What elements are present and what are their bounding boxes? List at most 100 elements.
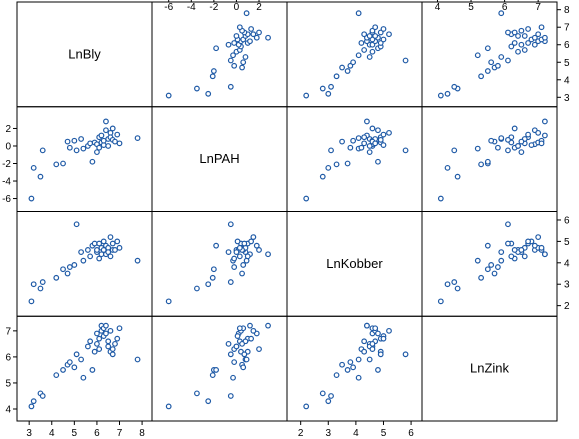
point-lnkobber-vs-lnbly-32 — [112, 247, 118, 253]
point-lnpah-vs-lnbly-23 — [100, 137, 107, 144]
point-lnbly-vs-lnkobber-13 — [361, 47, 368, 53]
x-tick-label-lnkobber-5: 5 — [381, 428, 387, 439]
point-lnzink-vs-lnkobber-30 — [377, 351, 384, 358]
point-lnbly-vs-lnzink-28 — [535, 31, 542, 38]
point-lnkobber-vs-lnbly-6 — [64, 270, 71, 277]
point-lnbly-vs-lnzink-11 — [474, 52, 481, 59]
point-lnkobber-vs-lnpah-3 — [227, 279, 234, 285]
point-lnzink-vs-lnkobber-5 — [344, 367, 351, 373]
panel-lnkobber-vs-lnbly — [16, 211, 153, 317]
point-lnzink-vs-lnbly-9 — [73, 351, 80, 358]
point-lnbly-vs-lnkobber-6 — [339, 64, 345, 71]
point-lnzink-vs-lnbly-27 — [105, 343, 112, 350]
point-lnzink-vs-lnbly-24 — [103, 330, 109, 337]
point-lnbly-vs-lnpah-14 — [213, 45, 220, 52]
point-lnkobber-vs-lnbly-15 — [91, 240, 98, 247]
point-lnzink-vs-lnbly-5 — [60, 367, 66, 373]
point-lnkobber-vs-lnzink-4 — [478, 274, 485, 281]
point-lnpah-vs-lnzink-3 — [451, 147, 458, 154]
variable-label-lnpah: LnPAH — [199, 151, 239, 166]
y-tick-label-lnkobber-2: 2 — [564, 301, 570, 312]
point-lnkobber-vs-lnzink-7 — [494, 264, 501, 270]
point-lnkobber-vs-lnpah-30 — [241, 240, 248, 247]
point-lnbly-vs-lnzink-15 — [508, 43, 515, 50]
point-lnpah-vs-lnbly-14 — [89, 158, 96, 165]
y-tick-label-lnbly-4: 4 — [564, 75, 570, 86]
point-lnzink-vs-lnpah-25 — [265, 322, 271, 329]
y-tick-label-lnzink-7: 7 — [5, 326, 11, 337]
point-lnpah-vs-lnbly-7 — [66, 144, 73, 151]
panel-lnpah-vs-lnbly — [16, 106, 153, 212]
point-lnkobber-vs-lnpah-4 — [209, 274, 216, 281]
panel-lnzink-vs-lnpah — [151, 315, 288, 422]
point-lnpah-vs-lnbly-33 — [114, 131, 121, 138]
point-lnzink-vs-lnbly-10 — [78, 356, 85, 363]
point-lnpah-vs-lnkobber-16 — [366, 149, 373, 156]
x-tick-label-lnpah-0: 0 — [234, 2, 240, 13]
x-tick-label-lnbly-8: 8 — [139, 428, 145, 439]
point-lnzink-vs-lnpah-14 — [213, 367, 220, 373]
point-lnkobber-vs-lnzink-14 — [484, 242, 491, 249]
point-lnbly-vs-lnpah-2 — [194, 85, 200, 92]
point-lnzink-vs-lnbly-7 — [66, 359, 73, 366]
point-lnbly-vs-lnpah-35 — [243, 10, 250, 17]
point-lnkobber-vs-lnpah-35 — [243, 257, 250, 264]
point-lnkobber-vs-lnbly-2 — [37, 285, 44, 292]
x-tick-label-lnkobber-2: 2 — [298, 428, 304, 439]
point-lnzink-vs-lnkobber-10 — [366, 356, 373, 363]
point-lnkobber-vs-lnbly-23 — [100, 247, 107, 253]
point-lnkobber-vs-lnbly-29 — [107, 253, 114, 260]
point-lnpah-vs-lnzink-35 — [498, 135, 505, 141]
point-lnzink-vs-lnkobber-13 — [361, 338, 368, 345]
point-lnzink-vs-lnpah-2 — [194, 390, 200, 397]
point-lnkobber-vs-lnpah-0 — [165, 298, 172, 305]
y-tick-label-lnbly-5: 5 — [564, 58, 570, 69]
variable-label-lnbly: LnBly — [68, 46, 101, 61]
point-lnpah-vs-lnzink-0 — [437, 195, 444, 202]
point-lnpah-vs-lnbly-8 — [71, 137, 78, 144]
point-lnbly-vs-lnkobber-1 — [325, 90, 332, 97]
point-lnbly-vs-lnpah-24 — [253, 34, 260, 41]
y-tick-label-lnzink-5: 5 — [5, 378, 11, 389]
point-lnpah-vs-lnzink-22 — [528, 142, 535, 149]
point-lnpah-vs-lnbly-6 — [64, 138, 71, 145]
point-lnkobber-vs-lnbly-4 — [53, 274, 60, 281]
point-lnbly-vs-lnkobber-3 — [328, 83, 334, 90]
point-lnpah-vs-lnkobber-8 — [350, 137, 357, 144]
point-lnpah-vs-lnkobber-14 — [375, 158, 381, 165]
point-lnkobber-vs-lnpah-1 — [205, 281, 212, 288]
point-lnpah-vs-lnkobber-19 — [358, 144, 365, 151]
point-lnzink-vs-lnbly-26 — [105, 338, 112, 345]
point-lnkobber-vs-lnzink-31 — [511, 247, 518, 253]
point-lnkobber-vs-lnbly-22 — [100, 238, 107, 245]
point-lnkobber-vs-lnbly-13 — [87, 253, 94, 260]
point-lnzink-vs-lnpah-0 — [165, 403, 172, 410]
y-tick-label-lnkobber-6: 6 — [564, 215, 570, 226]
point-lnzink-vs-lnpah-11 — [230, 374, 236, 381]
point-lnkobber-vs-lnzink-28 — [535, 234, 542, 241]
point-lnbly-vs-lnzink-35 — [498, 10, 505, 17]
y-tick-label-lnkobber-3: 3 — [564, 280, 570, 291]
data-points — [28, 10, 548, 410]
point-lnkobber-vs-lnzink-2 — [454, 285, 461, 292]
point-lnkobber-vs-lnzink-1 — [444, 281, 451, 288]
point-lnzink-vs-lnkobber-3 — [328, 393, 334, 399]
point-lnzink-vs-lnkobber-9 — [402, 351, 409, 358]
point-lnpah-vs-lnkobber-9 — [402, 147, 409, 154]
point-lnpah-vs-lnzink-33 — [525, 131, 532, 138]
point-lnzink-vs-lnbly-35 — [134, 356, 141, 363]
point-lnbly-vs-lnpah-21 — [247, 38, 253, 45]
point-lnzink-vs-lnpah-7 — [231, 359, 238, 366]
point-lnkobber-vs-lnzink-11 — [474, 257, 481, 264]
point-lnzink-vs-lnbly-1 — [30, 398, 37, 405]
panel-lnbly-vs-lnzink — [421, 1, 558, 108]
point-lnzink-vs-lnkobber-7 — [347, 359, 354, 366]
point-lnkobber-vs-lnzink-32 — [518, 247, 525, 253]
point-lnzink-vs-lnbly-19 — [96, 346, 103, 352]
point-lnzink-vs-lnkobber-1 — [325, 398, 332, 405]
point-lnkobber-vs-lnpah-34 — [236, 244, 243, 251]
point-lnkobber-vs-lnzink-10 — [498, 249, 505, 255]
point-lnkobber-vs-lnzink-34 — [538, 244, 545, 251]
point-lnkobber-vs-lnpah-19 — [231, 255, 238, 262]
point-lnpah-vs-lnzink-7 — [494, 144, 501, 151]
